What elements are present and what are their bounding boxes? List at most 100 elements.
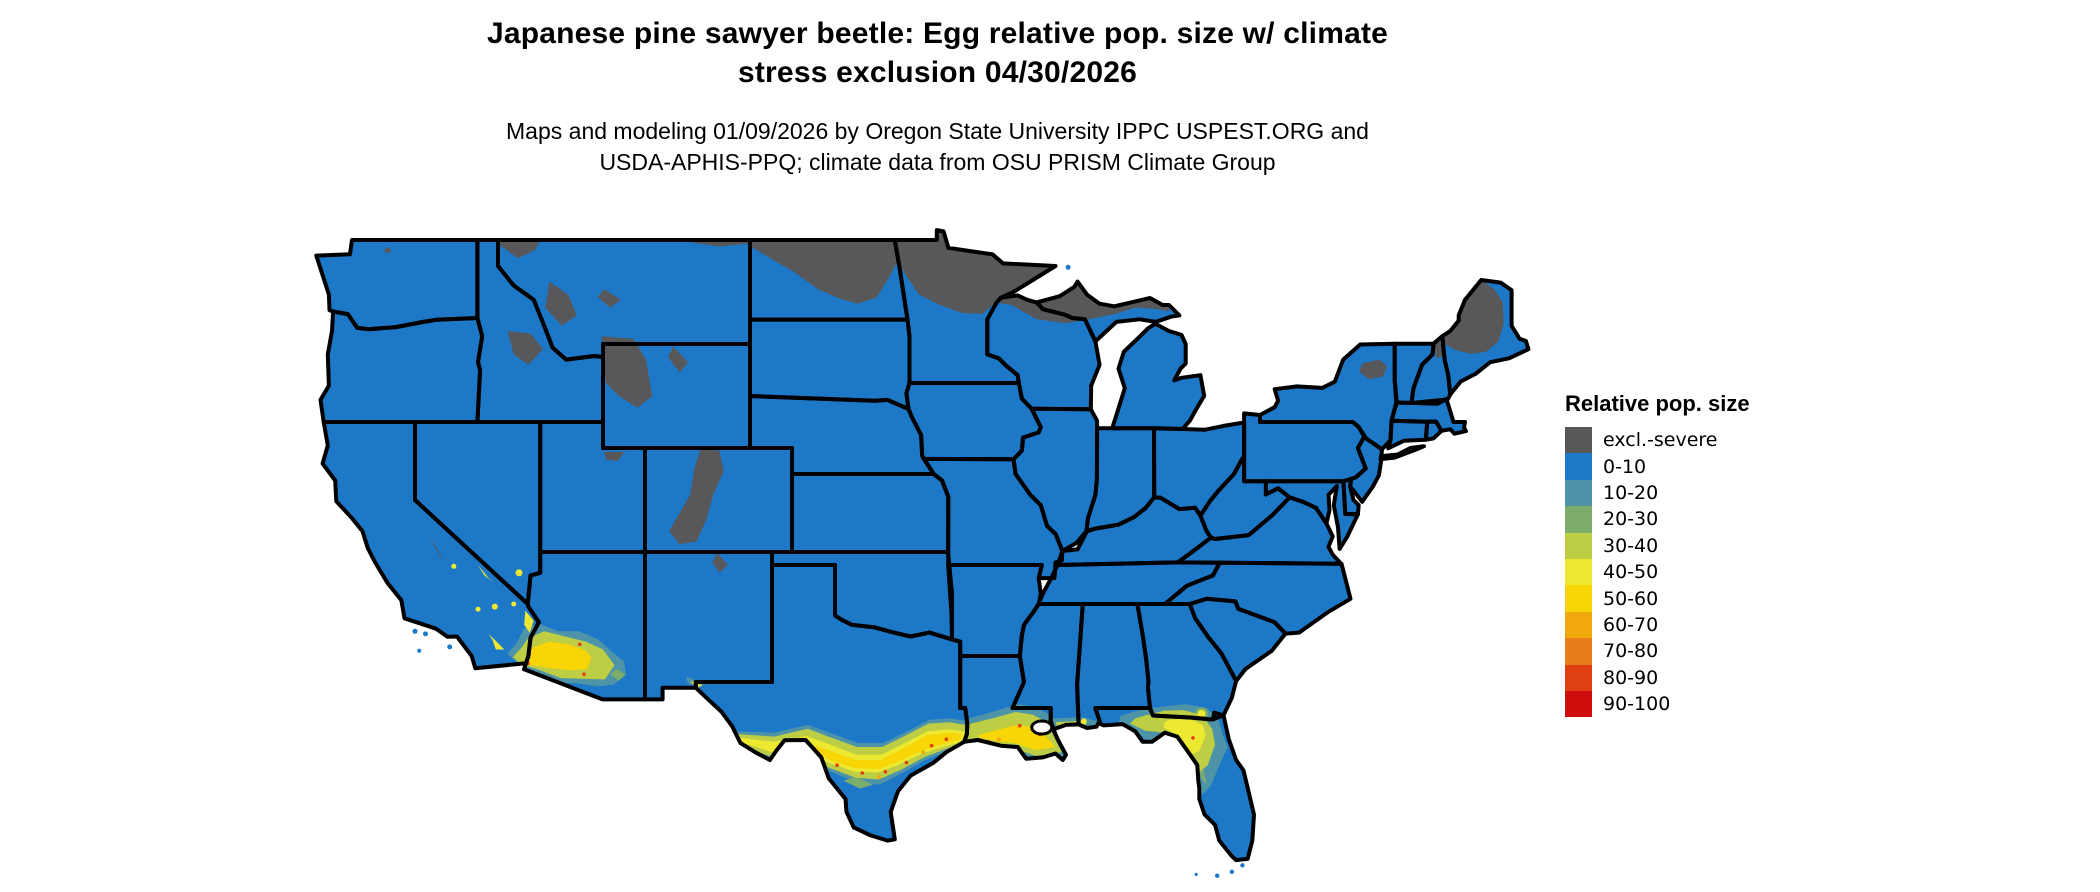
- state-me-border: [1440, 278, 1531, 397]
- legend-items: excl.-severe 0-10 10-20 20-30 30-40 40-50 50-6…: [1565, 427, 1865, 718]
- island-dot: [1215, 873, 1220, 878]
- state-pa-fill: [1244, 413, 1366, 482]
- overlay-dot: [921, 750, 926, 755]
- island-dot: [423, 631, 428, 637]
- state-in-fill: [1086, 428, 1155, 532]
- islands: [412, 264, 1245, 878]
- state-va-fill: [1177, 497, 1342, 564]
- overlay-dot: [860, 771, 865, 775]
- legend-label: 0-10: [1603, 455, 1647, 478]
- state-nj-border: [1348, 434, 1384, 504]
- overlay-dot: [883, 769, 888, 774]
- state-mi-border: [1110, 321, 1207, 431]
- legend-swatch-80-90: [1565, 664, 1592, 691]
- state-fl-border: [1093, 706, 1256, 863]
- state-tx-border: [693, 563, 970, 843]
- overlay-region: [601, 336, 653, 408]
- state-mt-fill: [498, 240, 750, 360]
- overlay-dot: [944, 737, 949, 741]
- legend-item-excl.-severe: excl.-severe: [1565, 427, 1865, 454]
- overlay-region: [1359, 359, 1388, 380]
- state-sd-fill: [750, 319, 910, 409]
- overlay-dot: [904, 760, 909, 765]
- legend-swatch-40-50: [1565, 558, 1592, 586]
- overlay-dot: [1197, 709, 1206, 718]
- legend-swatch-90-100: [1565, 690, 1592, 718]
- legend-swatch-excl.-severe: [1565, 427, 1592, 454]
- overlay-region: [1163, 718, 1206, 755]
- state-ms-fill: [1012, 604, 1083, 730]
- map-subtitle-line2: USDA-APHIS-PPQ; climate data from OSU PR…: [599, 149, 1276, 175]
- overlay-region: [488, 633, 505, 650]
- legend-label: 10-20: [1603, 481, 1659, 504]
- overlay-dot: [515, 569, 523, 577]
- overlay-dot: [578, 642, 582, 647]
- overlay-region: [604, 451, 625, 461]
- overlay-dot: [582, 672, 586, 676]
- map-subtitle-line1: Maps and modeling 01/09/2026 by Oregon S…: [506, 118, 1369, 144]
- state-az-border: [522, 550, 647, 702]
- overlay-region: [712, 553, 728, 573]
- state-fills: [316, 230, 1529, 861]
- legend-item-10-20: 10-20: [1565, 479, 1865, 507]
- overlay-dot: [384, 247, 391, 254]
- overlay-dot: [451, 563, 457, 569]
- legend-swatch-70-80: [1565, 638, 1592, 665]
- legend: Relative pop. size excl.-severe 0-10 10-20…: [1565, 391, 1865, 718]
- overlay-dot: [1080, 718, 1087, 725]
- legend-item-0-10: 0-10: [1565, 453, 1865, 480]
- state-nv-fill: [415, 422, 541, 604]
- overlay-region: [1442, 280, 1504, 354]
- island-dot: [412, 628, 418, 634]
- state-or-fill: [320, 311, 483, 422]
- lake-pontchartrain: [1030, 719, 1054, 736]
- state-il-fill: [1013, 408, 1098, 551]
- legend-label: 30-40: [1603, 534, 1659, 557]
- legend-label: 20-30: [1603, 508, 1659, 531]
- island-dot: [1065, 264, 1071, 270]
- state-al-fill: [1077, 604, 1150, 728]
- state-oh-fill: [1154, 422, 1245, 516]
- map-subtitle: Maps and modeling 01/09/2026 by Oregon S…: [0, 116, 1875, 178]
- state-borders: [314, 228, 1531, 863]
- legend-label: 80-90: [1603, 666, 1659, 689]
- state-mo-fill: [923, 458, 1063, 579]
- legend-swatch-0-10: [1565, 453, 1592, 480]
- legend-label: 40-50: [1603, 561, 1659, 584]
- overlay-dot: [835, 763, 839, 767]
- state-mi-fill: [1112, 323, 1205, 429]
- overlay-dot: [475, 606, 481, 612]
- state-li-border: [1378, 444, 1426, 462]
- legend-swatch-50-60: [1565, 585, 1592, 612]
- legend-label: 70-80: [1603, 640, 1659, 663]
- legend-item-60-70: 60-70: [1565, 611, 1865, 639]
- state-ne-fill: [750, 396, 934, 474]
- legend-label: 60-70: [1603, 613, 1659, 636]
- overlay-region: [507, 331, 544, 365]
- legend-item-50-60: 50-60: [1565, 585, 1865, 612]
- legend-swatch-60-70: [1565, 611, 1592, 639]
- legend-item-40-50: 40-50: [1565, 558, 1865, 586]
- island-dot: [1229, 869, 1235, 874]
- overlay-dot: [491, 603, 498, 610]
- map-title-line2: stress exclusion 04/30/2026: [737, 56, 1137, 89]
- overlay-dot: [1018, 723, 1022, 728]
- legend-swatch-20-30: [1565, 506, 1592, 533]
- state-nc-fill: [1164, 562, 1351, 634]
- legend-label: excl.-severe: [1603, 429, 1718, 452]
- legend-item-90-100: 90-100: [1565, 690, 1865, 718]
- map-title-line1: Japanese pine sawyer beetle: Egg relativ…: [486, 17, 1389, 50]
- overlay-region: [610, 669, 625, 681]
- state-ca-fill: [322, 422, 539, 669]
- state-wa-fill: [316, 240, 478, 330]
- overlay-region: [736, 722, 966, 780]
- overlay-dot: [929, 743, 934, 748]
- state-ms-border: [1010, 602, 1085, 732]
- state-ok-fill: [772, 552, 952, 640]
- map-title: Japanese pine sawyer beetle: Egg relativ…: [0, 14, 1875, 92]
- overlay-dot: [1191, 736, 1195, 740]
- state-nm-fill: [645, 552, 772, 700]
- state-vt-fill: [1394, 343, 1434, 403]
- legend-title: Relative pop. size: [1565, 391, 1750, 416]
